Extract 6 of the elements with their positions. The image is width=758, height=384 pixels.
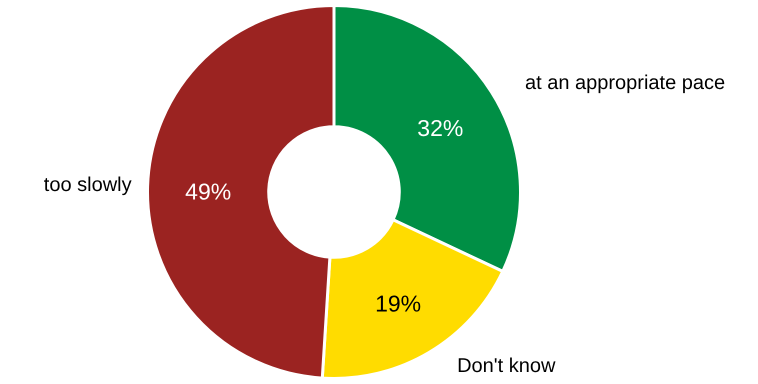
slice-label: Don't know	[457, 354, 556, 377]
data-label: 19%	[375, 290, 422, 317]
data-label: 49%	[185, 178, 232, 204]
data-label: 32%	[417, 114, 464, 141]
slice-label: too slowly	[44, 174, 132, 196]
slice-label: at an appropriate pace	[524, 72, 726, 94]
